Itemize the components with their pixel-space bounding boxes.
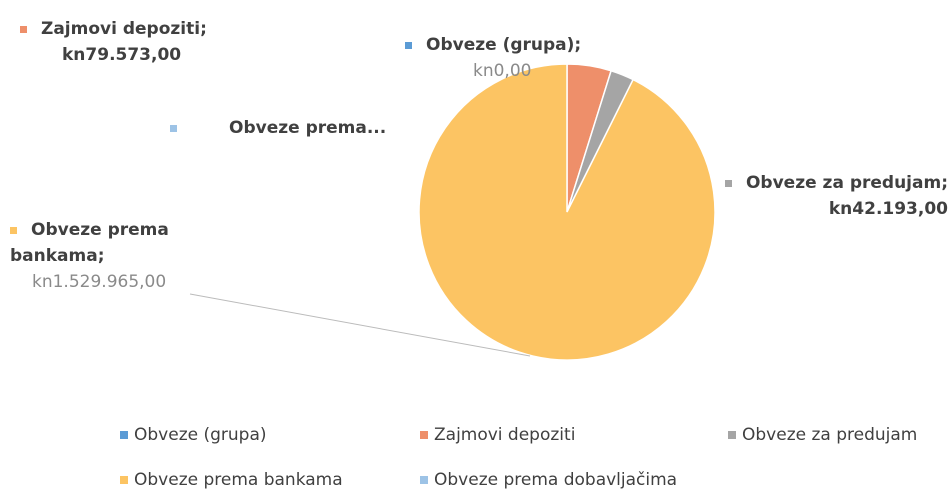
- value-label: kn1.529.965,00: [32, 272, 167, 292]
- legend-item: Obveze prema bankama: [120, 470, 343, 490]
- legend-item: Obveze prema dobavljačima: [420, 470, 677, 490]
- label-marker: [170, 124, 177, 132]
- legend-item: Obveze za predujam: [728, 425, 917, 445]
- pie-slice: [418, 63, 716, 361]
- data-label-name: Obveze (grupa);: [405, 32, 625, 58]
- data-label: Obveze za predujam; kn42.193,00: [716, 170, 948, 222]
- label-name: Obveze (grupa);: [426, 35, 582, 55]
- data-label-name: Zajmovi depoziti;: [20, 16, 250, 42]
- data-label: Zajmovi depoziti; kn79.573,00: [20, 16, 250, 68]
- data-label: Obveze prema bankama; kn1.529.965,00: [10, 217, 185, 295]
- legend-item: Zajmovi depoziti: [420, 425, 575, 445]
- label-name: Obveze prema bankama;: [10, 220, 169, 266]
- leader-line: [189, 293, 531, 357]
- legend-label: Obveze (grupa): [134, 425, 267, 445]
- data-label-name: Obveze za predujam;: [716, 170, 948, 196]
- label-name: Obveze za predujam;: [745, 173, 948, 193]
- label-marker: [405, 41, 412, 49]
- value-label: kn0,00: [473, 61, 532, 81]
- label-marker: [10, 226, 17, 234]
- legend-marker: [728, 431, 736, 439]
- label-name: Zajmovi depoziti;: [41, 19, 207, 39]
- legend-marker: [120, 431, 128, 439]
- value-label: kn42.193,00: [828, 199, 948, 219]
- legend-label: Zajmovi depoziti: [434, 425, 576, 445]
- data-label-name: Obveze prema bankama;: [10, 217, 185, 269]
- legend-label: Obveze prema dobavljačima: [434, 470, 678, 490]
- data-label-name: Obveze prema...: [170, 115, 420, 141]
- legend-marker: [420, 431, 428, 439]
- data-label: Obveze prema...: [170, 115, 420, 141]
- legend-item: Obveze (grupa): [120, 425, 267, 445]
- label-marker: [20, 25, 27, 33]
- value-label: kn79.573,00: [62, 45, 182, 65]
- legend-marker: [120, 476, 128, 484]
- legend-marker: [420, 476, 428, 484]
- data-label: Obveze (grupa); kn0,00: [405, 32, 625, 84]
- legend-label: Obveze za predujam: [742, 425, 918, 445]
- label-name: Obveze prema...: [229, 118, 387, 138]
- label-marker: [724, 179, 732, 187]
- legend-label: Obveze prema bankama: [134, 470, 343, 490]
